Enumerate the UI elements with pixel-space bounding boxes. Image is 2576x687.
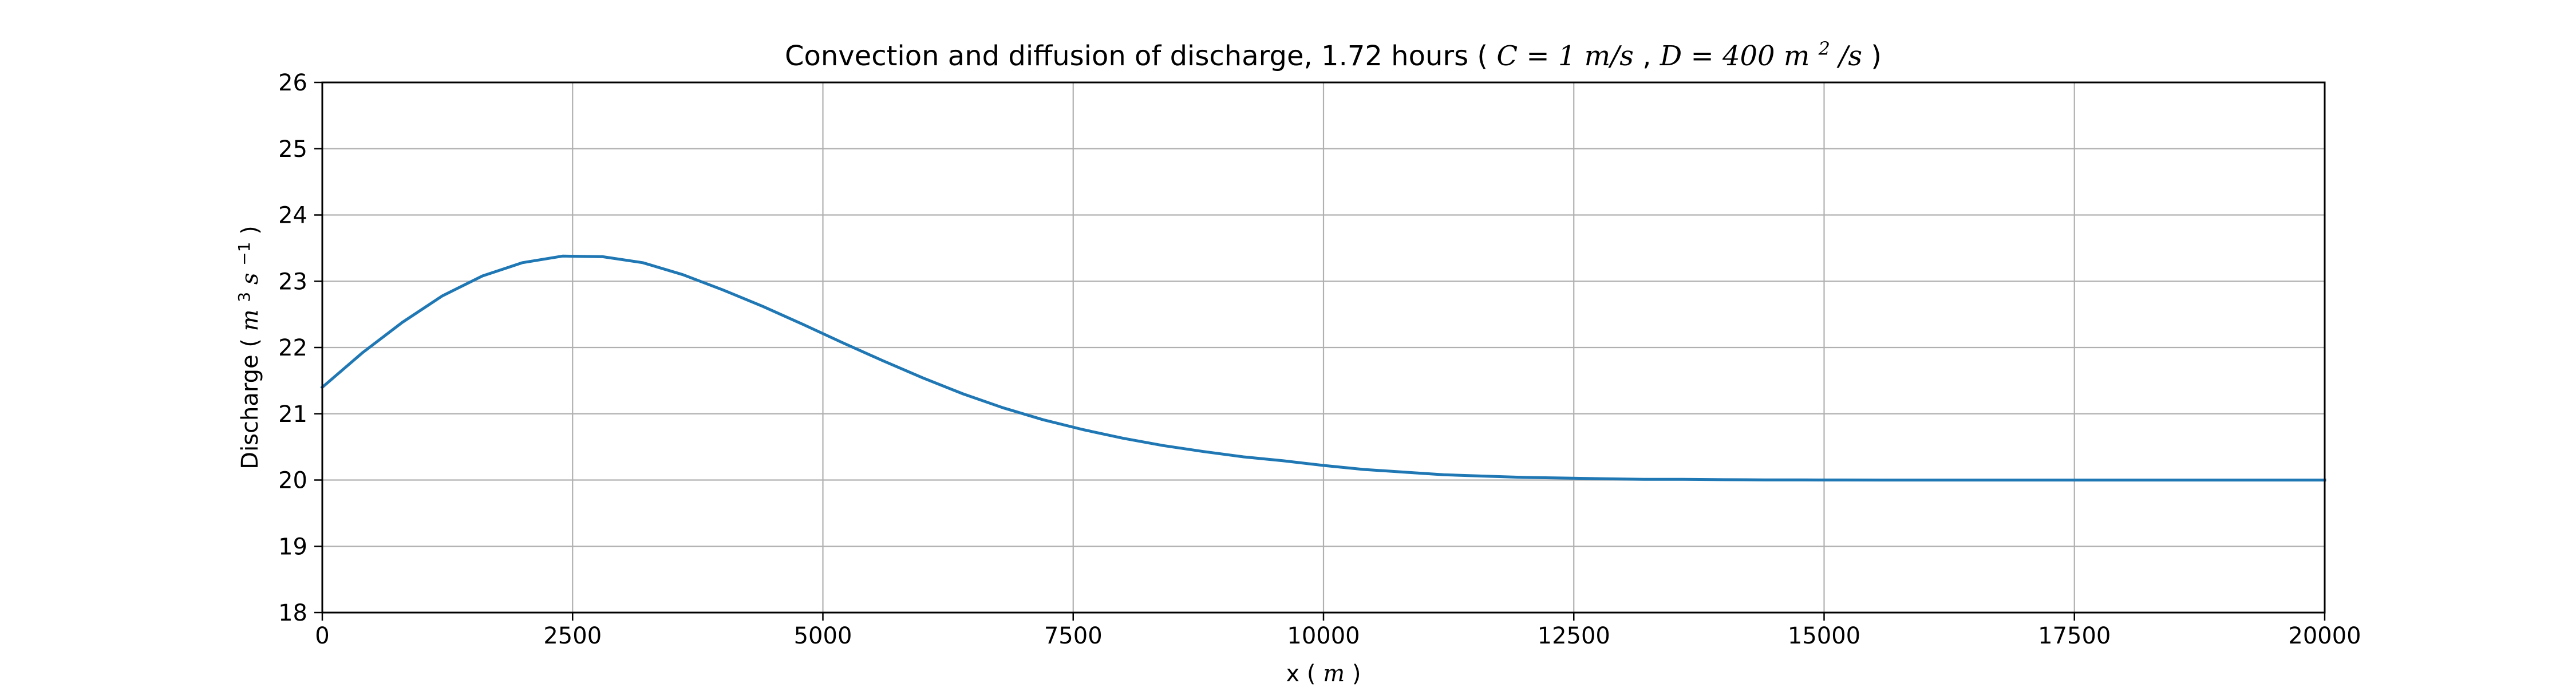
y-tick-label: 25 [278, 136, 307, 163]
x-tick-label: 5000 [794, 623, 852, 649]
tick-layer: 0 2500 5000 7500 10000 12500 15000 17500 20000 18… [278, 70, 2361, 649]
y-tick-label: 23 [278, 269, 307, 295]
chart-title-d-unit: /s [1836, 40, 1862, 72]
chart-title-suffix: ) [1871, 40, 1882, 72]
y-tick-label: 26 [278, 70, 307, 96]
chart-title-c-equation: C = 1 m/s [1496, 40, 1634, 72]
y-tick-label: 24 [278, 203, 307, 229]
x-tick-label: 0 [315, 623, 329, 649]
chart-title-d-superscript: 2 [1818, 38, 1830, 60]
chart-title-prefix: Convection and diffusion of discharge, 1… [785, 40, 1488, 72]
y-tick-label: 21 [278, 401, 307, 428]
y-tick-label: 19 [278, 534, 307, 560]
y-axis-label-unit-s-superscript: −1 [235, 242, 254, 266]
y-tick-label: 22 [278, 335, 307, 361]
x-axis-label: x ( m ) [1286, 661, 1361, 687]
x-axis-label-prefix: x ( [1286, 661, 1316, 687]
y-axis-label-prefix: Discharge ( [237, 338, 263, 469]
discharge-line [320, 254, 2326, 481]
x-tick-label: 17500 [2038, 623, 2111, 649]
x-tick-label: 2500 [543, 623, 602, 649]
y-axis-label-unit-m: m [237, 309, 263, 331]
y-axis-label-unit-m-superscript: 3 [235, 292, 254, 302]
chart-title-separator: , [1642, 40, 1660, 72]
line-layer [320, 254, 2326, 481]
y-tick-label: 20 [278, 468, 307, 494]
x-axis-label-unit: m [1323, 661, 1345, 687]
x-tick-label: 7500 [1044, 623, 1103, 649]
x-tick-label: 15000 [1788, 623, 1860, 649]
x-axis-label-suffix: ) [1352, 661, 1361, 687]
y-axis-label: Discharge ( m 3 s −1 ) [229, 226, 263, 469]
x-tick-label: 10000 [1287, 623, 1360, 649]
y-axis-label-suffix: ) [237, 226, 263, 235]
x-tick-label: 12500 [1538, 623, 1610, 649]
y-axis-label-unit-s: s [237, 273, 263, 285]
chart-title-d-equation: D = 400 m [1660, 40, 1810, 72]
y-tick-label: 18 [278, 600, 307, 626]
chart-title: Convection and diffusion of discharge, 1… [785, 30, 1882, 72]
x-tick-label: 20000 [2288, 623, 2361, 649]
